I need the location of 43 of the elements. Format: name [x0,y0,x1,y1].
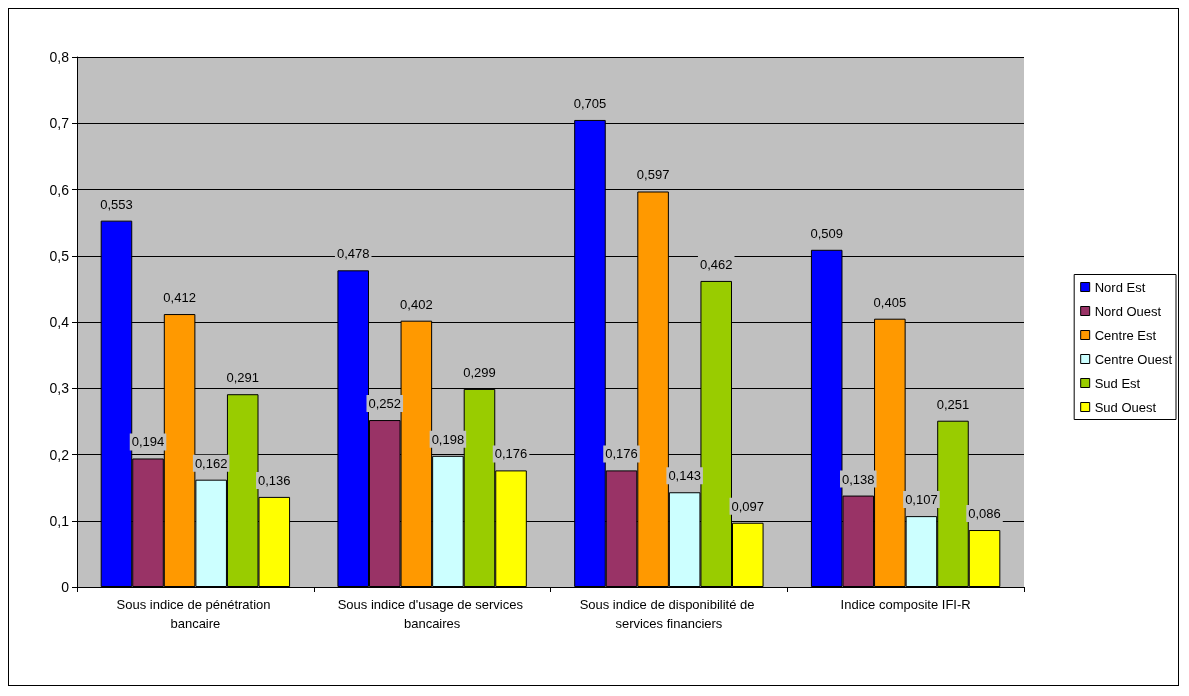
data-label: 0,136 [258,472,291,488]
data-label: 0,107 [905,492,938,508]
y-tick-label: 0,6 [49,181,70,198]
x-tick-label: Indice composite IFI-R [840,597,971,612]
data-label: 0,086 [968,506,1001,522]
y-tick-label: 0,5 [49,247,70,264]
data-label: 0,194 [131,434,165,450]
data-label: 0,705 [573,95,607,111]
data-label: 0,597 [636,167,670,183]
y-tick-label: 0,8 [49,49,70,65]
legend-label: Nord Ouest [1094,303,1162,319]
legend-label: Centre Ouest [1094,351,1173,367]
x-tick-label: Sous indice de pénétration bancaire [116,597,275,631]
data-label: 0,176 [494,446,528,462]
x-tick-label: Sous indice d'usage de services bancaires [337,597,527,631]
data-label: 0,291 [226,370,259,386]
data-label: 0,553 [100,196,133,212]
legend-label: Sud Ouest [1094,399,1157,415]
data-label: 0,198 [431,431,465,447]
legend-label: Centre Est [1094,327,1157,343]
data-label: 0,138 [842,471,875,487]
y-tick-label: 0,2 [49,446,70,463]
y-tick-label: 0 [61,579,70,595]
y-tick-label: 0,1 [49,512,70,529]
data-label: 0,412 [163,290,196,306]
data-label: 0,462 [699,256,733,272]
data-label: 0,143 [668,468,701,484]
data-label: 0,251 [936,396,970,412]
data-label: 0,162 [194,455,228,471]
data-label: 0,299 [463,364,496,380]
x-tick-label: Sous indice de disponibilité de services financiers [579,597,759,631]
y-tick-label: 0,3 [49,380,70,397]
data-label: 0,097 [731,498,765,514]
y-tick-label: 0,7 [49,115,70,132]
data-label: 0,478 [336,246,370,262]
y-tick-label: 0,4 [49,314,70,330]
legend-label: Sud Est [1094,375,1141,391]
data-label: 0,509 [810,225,843,241]
data-label: 0,252 [368,396,402,412]
data-label: 0,405 [873,294,907,310]
data-label: 0,176 [605,446,638,462]
data-label: 0,402 [400,296,433,312]
legend-label: Nord Est [1094,279,1146,295]
